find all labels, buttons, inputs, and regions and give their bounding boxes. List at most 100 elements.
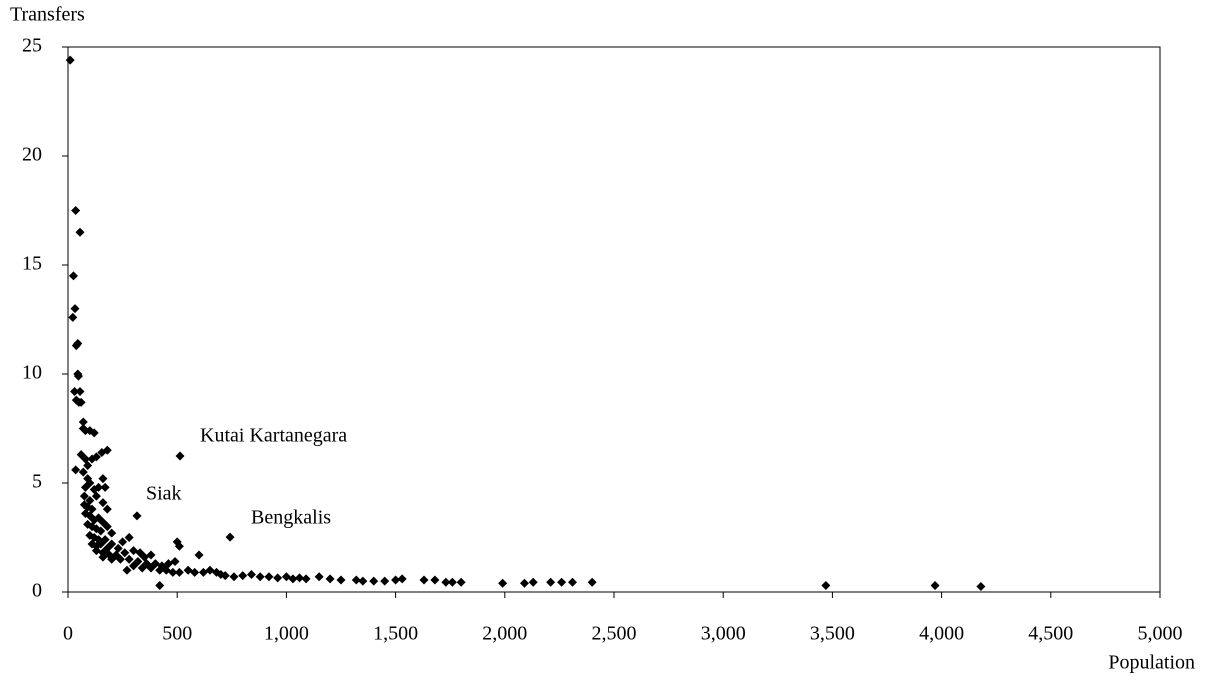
- point: [174, 567, 184, 577]
- point: [301, 574, 311, 584]
- point: [369, 576, 379, 586]
- x-tick-label: 3,500: [810, 623, 855, 645]
- point: [118, 537, 128, 547]
- x-tick-label: 5,000: [1138, 623, 1183, 645]
- point: [175, 451, 185, 461]
- point: [68, 312, 78, 322]
- point: [74, 397, 84, 407]
- point: [122, 565, 132, 575]
- point: [102, 504, 112, 514]
- point: [498, 578, 508, 588]
- point: [73, 371, 83, 381]
- point: [102, 522, 112, 532]
- point: [380, 576, 390, 586]
- point: [821, 580, 831, 590]
- point: [397, 574, 407, 584]
- x-tick-label: 2,000: [482, 623, 527, 645]
- point: [225, 532, 235, 542]
- y-axis-label: Transfers: [10, 4, 85, 26]
- point: [132, 511, 142, 521]
- point: [94, 482, 104, 492]
- y-tick-label: 15: [22, 253, 42, 275]
- point: [568, 577, 578, 587]
- x-tick-label: 1,000: [264, 623, 309, 645]
- point: [96, 539, 106, 549]
- point: [98, 552, 108, 562]
- x-tick-label: 1,500: [373, 623, 418, 645]
- point: [246, 570, 256, 580]
- point: [264, 572, 274, 582]
- point: [456, 577, 466, 587]
- point: [190, 567, 200, 577]
- y-tick-label: 0: [32, 580, 42, 602]
- point: [430, 575, 440, 585]
- point: [70, 304, 80, 314]
- point: [168, 567, 178, 577]
- point: [129, 561, 139, 571]
- x-axis-label: Population: [1108, 652, 1195, 674]
- point: [557, 577, 567, 587]
- point: [65, 55, 75, 65]
- x-tick-label: 500: [162, 623, 192, 645]
- point: [255, 572, 265, 582]
- point: [79, 491, 89, 501]
- point: [124, 554, 134, 564]
- point: [273, 573, 283, 583]
- point: [78, 417, 88, 427]
- point: [75, 227, 85, 237]
- point: [288, 574, 298, 584]
- point: [107, 554, 117, 564]
- x-tick-label: 2,500: [592, 623, 637, 645]
- point: [174, 541, 184, 551]
- point: [137, 563, 147, 573]
- point: [98, 474, 108, 484]
- point: [295, 573, 305, 583]
- point: [102, 445, 112, 455]
- point: [220, 571, 230, 581]
- point: [120, 548, 130, 558]
- point: [75, 386, 85, 396]
- annotation: Siak: [146, 483, 182, 505]
- point: [71, 206, 81, 215]
- point: [98, 498, 108, 508]
- point: [351, 575, 361, 585]
- point: [96, 526, 106, 536]
- point: [930, 580, 940, 590]
- plot-frame: [67, 46, 1161, 593]
- point: [107, 528, 117, 538]
- point: [89, 428, 99, 438]
- point: [78, 467, 88, 477]
- point: [441, 577, 451, 587]
- point: [325, 574, 335, 584]
- point: [194, 550, 204, 560]
- point: [71, 341, 81, 351]
- point: [587, 577, 597, 587]
- y-tick-label: 25: [22, 35, 42, 57]
- point: [83, 461, 93, 471]
- point: [124, 533, 134, 542]
- x-tick-label: 0: [63, 623, 73, 645]
- point: [155, 565, 165, 575]
- point: [170, 556, 180, 566]
- point: [546, 577, 556, 587]
- point: [70, 386, 80, 396]
- x-tick-label: 4,000: [919, 623, 964, 645]
- point: [71, 465, 81, 475]
- y-tick-label: 20: [22, 144, 42, 166]
- annotation: Bengkalis: [251, 507, 331, 529]
- point: [419, 575, 429, 585]
- point: [68, 271, 78, 281]
- point: [115, 554, 125, 564]
- point: [976, 582, 986, 592]
- point: [80, 482, 90, 492]
- point: [78, 424, 88, 433]
- x-tick-label: 3,000: [701, 623, 746, 645]
- point: [358, 576, 368, 586]
- y-tick-label: 5: [32, 471, 42, 493]
- point: [336, 575, 346, 585]
- y-tick-label: 10: [22, 362, 42, 384]
- x-tick-label: 4,500: [1028, 623, 1073, 645]
- annotation: Kutai Kartanegara: [200, 425, 347, 447]
- point: [91, 452, 101, 462]
